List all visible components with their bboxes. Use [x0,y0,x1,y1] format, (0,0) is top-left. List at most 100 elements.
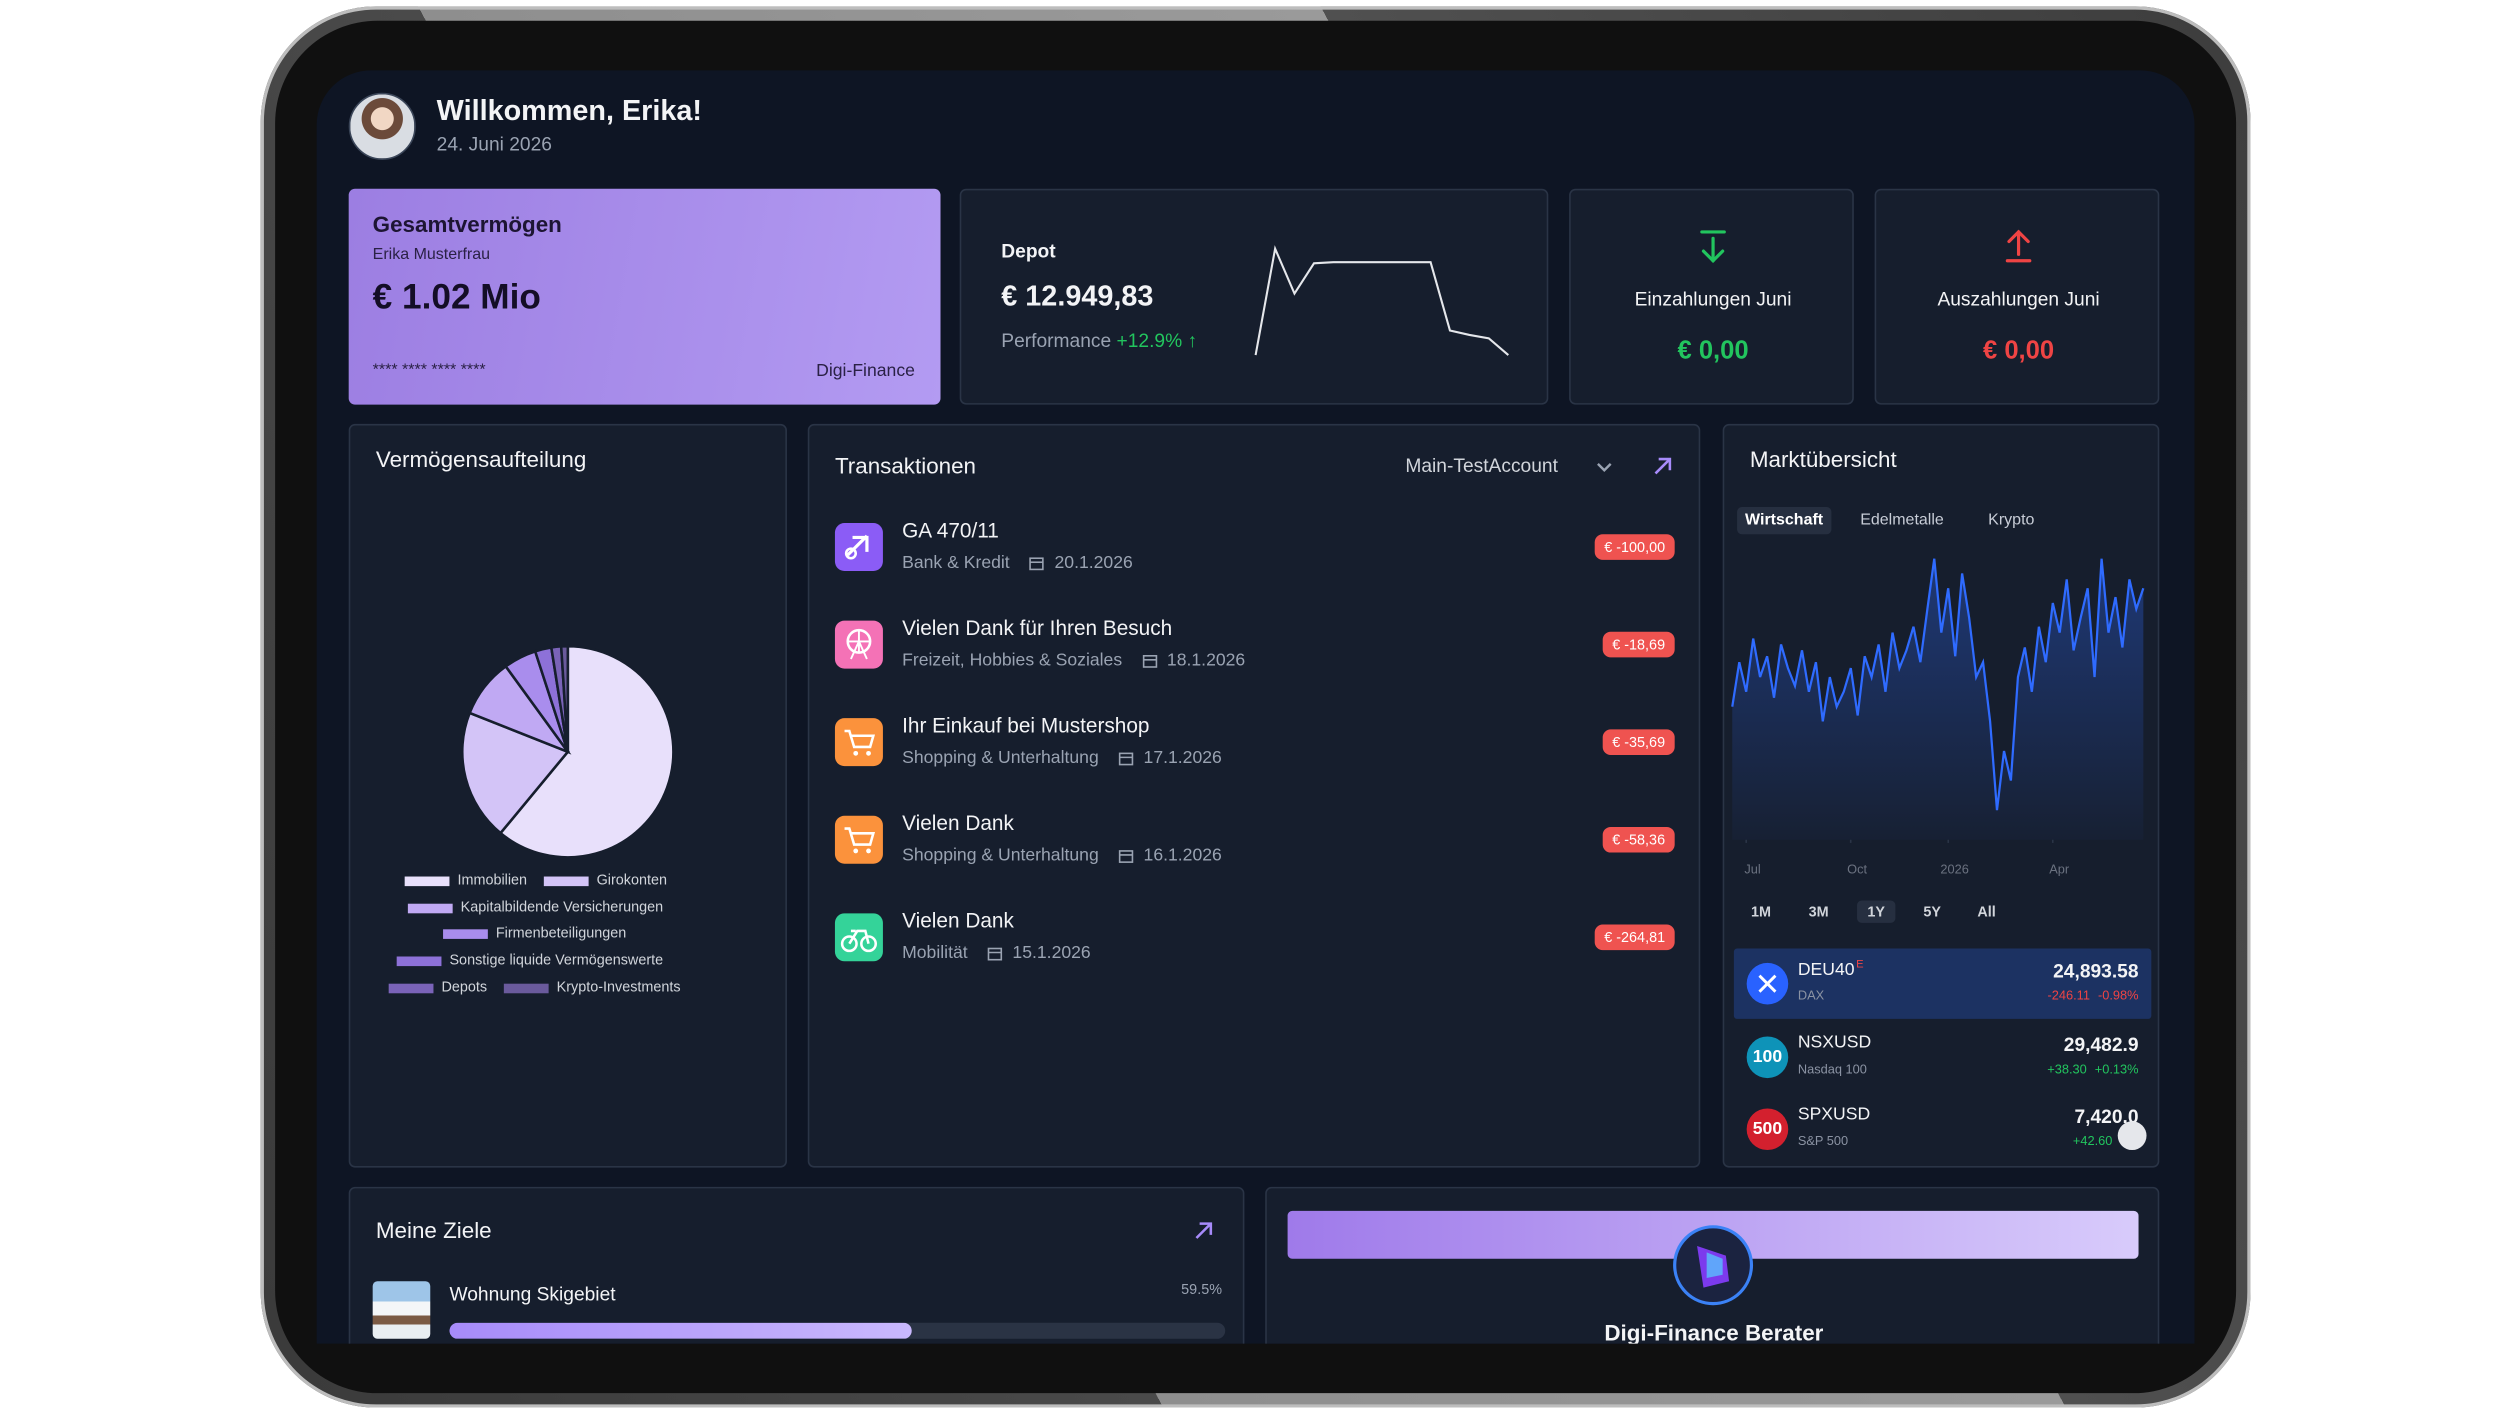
quote-price: 24,893.58 [2053,959,2139,983]
transaction-category: Mobilität [902,943,968,963]
withdrawal-icon [2005,229,2032,263]
transaction-amount: € -264,81 [1594,924,1675,951]
change-abs: +42.60 [2072,1134,2113,1149]
welcome-title: Willkommen, Erika! [436,94,703,127]
market-tab[interactable]: Krypto [1988,511,2035,530]
card-title: Auszahlungen Juni [1937,287,2100,311]
transaction-category: Shopping & Unterhaltung [902,846,1099,866]
amount: € 0,00 [1677,337,1749,365]
calendar-icon [987,945,1003,961]
tradingview-logo [2117,1121,2147,1151]
symbol-text: DEU40 [1797,960,1855,980]
market-card: Marktübersicht Wirtschaft Edelmetalle Kryp… [1722,423,2160,1168]
transaction-date: 20.1.2026 [1054,553,1133,573]
card-title: Gesamtvermögen [372,211,562,237]
transaction-category: Freizeit, Hobbies & Soziales [902,650,1123,671]
goals-card: Meine Ziele Wohnung Skigebiet 59.5% [348,1186,1245,1344]
quote-change: -246.11 -0.98% [2048,988,2139,1002]
quote-badge [1746,962,1789,1005]
transaction-amount: € -58,36 [1602,826,1675,853]
deposits-card[interactable]: Einzahlungen Juni € 0,00 [1569,188,1854,405]
transactions-card: Transaktionen Main-TestAccount GA 470/11… [807,423,1701,1168]
icon-glyph [840,929,878,953]
transaction-amount: € -18,69 [1602,631,1675,658]
legend-label: Kapitalbildende Versicherungen [460,898,664,915]
open-link[interactable] [1652,456,1673,477]
dropdown-chevron[interactable] [1595,459,1614,475]
transaction-date: 15.1.2026 [1012,943,1091,963]
goal-progress [449,1322,912,1339]
icon-glyph [846,628,872,660]
transaction-amount: € -100,00 [1594,534,1675,560]
goal-name: Wohnung Skigebiet [449,1282,616,1306]
amount: € 1.02 Mio [372,276,541,317]
amount: € 12.949,83 [1001,279,1154,312]
transaction-amount: € -35,69 [1602,729,1675,755]
quote-symbol: SPXUSD [1798,1105,1870,1124]
performance-value: +12.9% ↑ [1116,329,1198,352]
date: 24. Juni 2026 [436,132,552,156]
icon-glyph [844,827,876,854]
performance-label: Performance [1001,329,1112,352]
brand: Digi-Finance [816,361,915,381]
open-link[interactable] [1193,1220,1214,1241]
transaction-title: Vielen Dank [902,810,1014,835]
category-icon [834,620,883,669]
symbol-flag: E [1856,959,1864,971]
calendar-icon [1118,750,1134,766]
advisor-card[interactable]: Digi-Finance Berater [1265,1186,2160,1344]
symbol-text: NSXUSD [1797,1032,1872,1052]
transaction-meta: Bank & Kredit 20.1.2026 [902,553,1133,572]
change-pct: +0.13% [2094,1061,2139,1076]
transaction-meta: Shopping & Unterhaltung 16.1.2026 [902,846,1222,865]
allocation-card: Vermögensaufteilung Immobilien Girokonten… [348,423,787,1168]
range-button[interactable]: 1M [1751,903,1772,920]
legend-label: Firmenbeteiligungen [495,924,627,941]
deposit-icon [1700,230,1726,263]
change-pct: -0.98% [2097,988,2139,1003]
legend-swatch [407,903,453,914]
quote-price: 29,482.9 [2063,1032,2139,1055]
goal-thumbnail [372,1281,431,1339]
quote-name: S&P 500 [1797,1134,1849,1149]
quote-badge: 500 [1746,1108,1789,1151]
icon-glyph [844,729,876,756]
range-button[interactable]: 3M [1808,903,1829,920]
account-select[interactable]: Main-TestAccount [1405,454,1558,477]
range-button[interactable]: All [1977,903,1996,920]
range-button[interactable]: 1Y [1857,900,1896,923]
legend-swatch [503,983,549,994]
owner: Erika Musterfrau [372,246,491,264]
range-button[interactable]: 5Y [1923,903,1941,920]
symbol-text: SPXUSD [1797,1105,1871,1125]
calendar-icon [1029,555,1045,571]
calendar-icon [1141,653,1157,669]
transaction-date: 16.1.2026 [1143,846,1222,866]
legend-label: Immobilien [457,871,528,888]
legend-swatch [404,876,450,887]
depot-card[interactable]: Depot € 12.949,83 Performance +12.9% ↑ [959,188,1549,405]
legend-swatch [396,956,442,967]
legend-swatch [388,983,434,994]
card-title: Meine Ziele [375,1217,492,1243]
transaction-category: Shopping & Unterhaltung [902,748,1099,768]
transaction-title: GA 470/11 [902,518,999,543]
withdrawals-card[interactable]: Auszahlungen Juni € 0,00 [1874,188,2160,405]
legend-swatch [543,876,589,887]
transaction-date: 17.1.2026 [1143,748,1222,768]
advisor-logo [1673,1225,1754,1306]
quote-symbol: DEU40 E [1798,960,1864,980]
quote-symbol: NSXUSD [1798,1032,1871,1051]
avatar[interactable] [348,92,416,160]
market-tab[interactable]: Wirtschaft [1737,507,1832,535]
wealth-card[interactable]: Gesamtvermögen Erika Musterfrau € 1.02 M… [348,188,941,405]
category-icon [834,523,883,572]
legend-label: Sonstige liquide Vermögenswerte [449,951,664,968]
market-tab[interactable]: Edelmetalle [1860,511,1944,530]
card-title: Vermögensaufteilung [375,446,587,472]
card-title: Depot [1001,239,1056,263]
screen: Willkommen, Erika! 24. Juni 2026 Gesamtv… [316,70,2195,1344]
icon-glyph [844,534,869,560]
